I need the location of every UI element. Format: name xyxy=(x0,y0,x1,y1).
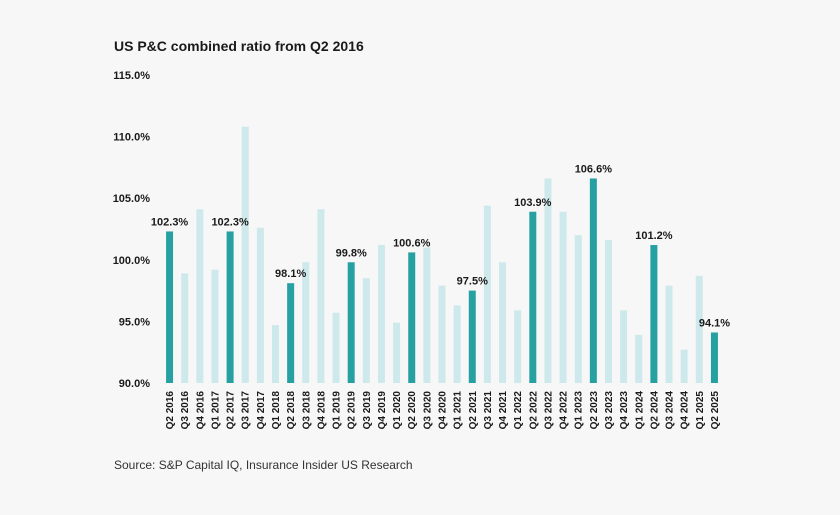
bar-q1-2021 xyxy=(453,305,461,383)
bars xyxy=(166,126,718,384)
x-tick-label: Q3 2021 xyxy=(483,391,494,430)
x-tick-label: Q2 2021 xyxy=(468,391,479,430)
x-tick-label: Q3 2018 xyxy=(301,391,312,430)
data-label: 99.8% xyxy=(336,247,367,259)
bar-q1-2020 xyxy=(393,322,401,383)
data-label: 98.1% xyxy=(275,268,306,280)
bar-q4-2017 xyxy=(256,227,264,383)
x-tick-label: Q1 2020 xyxy=(392,391,403,430)
x-tick-label: Q2 2017 xyxy=(226,391,237,430)
bar-q3-2016 xyxy=(181,273,189,383)
x-tick-label: Q1 2017 xyxy=(210,391,221,430)
x-tick-label: Q2 2025 xyxy=(710,391,721,430)
x-axis: Q2 2016 Q3 2016 Q4 2016 Q1 2017 Q2 2017 Q3 20… xyxy=(165,391,721,430)
x-tick-label: Q1 2022 xyxy=(513,391,524,430)
bar-q4-2020 xyxy=(438,285,446,383)
data-labels: 102.3% 102.3% 98.1% 99.8% 100.6% 97.5% 103.9% 1… xyxy=(151,163,730,329)
x-tick-label: Q3 2024 xyxy=(665,391,676,430)
bar-q2-2024 xyxy=(650,245,658,383)
x-tick-label: Q1 2019 xyxy=(332,391,343,430)
data-label: 103.9% xyxy=(514,197,552,209)
bar-q2-2022 xyxy=(529,211,537,383)
source-note: Source: S&P Capital IQ, Insurance Inside… xyxy=(114,458,413,472)
x-tick-label: Q3 2019 xyxy=(362,391,373,430)
x-tick-label: Q2 2019 xyxy=(347,391,358,430)
x-tick-label: Q4 2018 xyxy=(316,391,327,430)
x-tick-label: Q2 2023 xyxy=(589,391,600,430)
x-tick-label: Q3 2016 xyxy=(180,391,191,430)
bar-q2-2016 xyxy=(166,231,174,383)
x-tick-label: Q1 2018 xyxy=(271,391,282,430)
bar-q2-2020 xyxy=(408,252,416,383)
bar-q3-2017 xyxy=(241,126,249,384)
bar-q4-2023 xyxy=(620,310,628,383)
x-tick-label: Q4 2017 xyxy=(256,391,267,430)
y-tick-label: 95.0% xyxy=(119,316,150,328)
bar-q1-2018 xyxy=(272,325,280,383)
x-tick-label: Q2 2022 xyxy=(528,391,539,430)
bar-q4-2021 xyxy=(499,262,507,383)
data-label: 97.5% xyxy=(457,276,488,288)
y-tick-label: 115.0% xyxy=(113,70,150,82)
bar-q2-2017 xyxy=(226,231,234,383)
y-tick-label: 110.0% xyxy=(113,132,150,144)
bar-q1-2017 xyxy=(211,269,219,383)
x-tick-label: Q4 2020 xyxy=(438,391,449,430)
bar-q1-2019 xyxy=(332,312,340,383)
bar-q2-2025 xyxy=(710,332,718,383)
data-label: 101.2% xyxy=(635,230,673,242)
bar-q4-2016 xyxy=(196,209,204,383)
bar-q3-2024 xyxy=(665,285,673,383)
bar-q2-2019 xyxy=(347,262,355,383)
y-tick-label: 100.0% xyxy=(113,255,151,267)
y-tick-label: 105.0% xyxy=(113,193,151,205)
x-tick-label: Q1 2025 xyxy=(695,391,706,430)
x-tick-label: Q1 2024 xyxy=(634,391,645,430)
x-tick-label: Q2 2020 xyxy=(407,391,418,430)
x-tick-label: Q4 2023 xyxy=(619,391,630,430)
bar-q1-2022 xyxy=(514,310,522,383)
x-tick-label: Q4 2016 xyxy=(195,391,206,430)
x-tick-label: Q2 2016 xyxy=(165,391,176,430)
bar-q4-2019 xyxy=(377,245,385,383)
bar-q3-2019 xyxy=(362,278,370,383)
bar-q3-2023 xyxy=(604,240,612,383)
y-axis: 90.0% 95.0% 100.0% 105.0% 110.0% 115.0% xyxy=(113,70,151,390)
bar-q3-2022 xyxy=(544,178,552,383)
bar-q3-2018 xyxy=(302,262,310,383)
x-tick-label: Q3 2022 xyxy=(543,391,554,430)
x-tick-label: Q3 2020 xyxy=(422,391,433,430)
bar-q2-2021 xyxy=(468,290,476,383)
x-tick-label: Q1 2021 xyxy=(453,391,464,430)
y-tick-label: 90.0% xyxy=(119,378,150,390)
x-tick-label: Q3 2023 xyxy=(604,391,615,430)
x-tick-label: Q4 2021 xyxy=(498,391,509,430)
data-label: 100.6% xyxy=(393,237,431,249)
bar-q2-2023 xyxy=(589,178,597,383)
bar-q3-2020 xyxy=(423,247,431,383)
bar-q1-2023 xyxy=(574,235,582,383)
x-tick-label: Q1 2023 xyxy=(574,391,585,430)
chart-title: US P&C combined ratio from Q2 2016 xyxy=(114,38,364,54)
bar-q4-2018 xyxy=(317,209,325,383)
data-label: 102.3% xyxy=(151,216,189,228)
bar-q4-2024 xyxy=(680,349,688,383)
x-tick-label: Q3 2017 xyxy=(241,391,252,430)
x-tick-label: Q2 2024 xyxy=(649,391,660,430)
bar-q4-2022 xyxy=(559,211,567,383)
x-tick-label: Q4 2024 xyxy=(680,391,691,430)
data-label: 94.1% xyxy=(699,317,730,329)
bar-q1-2025 xyxy=(695,275,703,383)
bar-q2-2018 xyxy=(287,283,295,383)
bar-q1-2024 xyxy=(635,334,643,383)
data-label: 102.3% xyxy=(211,216,249,228)
x-tick-label: Q4 2019 xyxy=(377,391,388,430)
x-tick-label: Q4 2022 xyxy=(559,391,570,430)
x-tick-label: Q2 2018 xyxy=(286,391,297,430)
data-label: 106.6% xyxy=(575,163,613,175)
bar-q3-2021 xyxy=(483,205,491,383)
